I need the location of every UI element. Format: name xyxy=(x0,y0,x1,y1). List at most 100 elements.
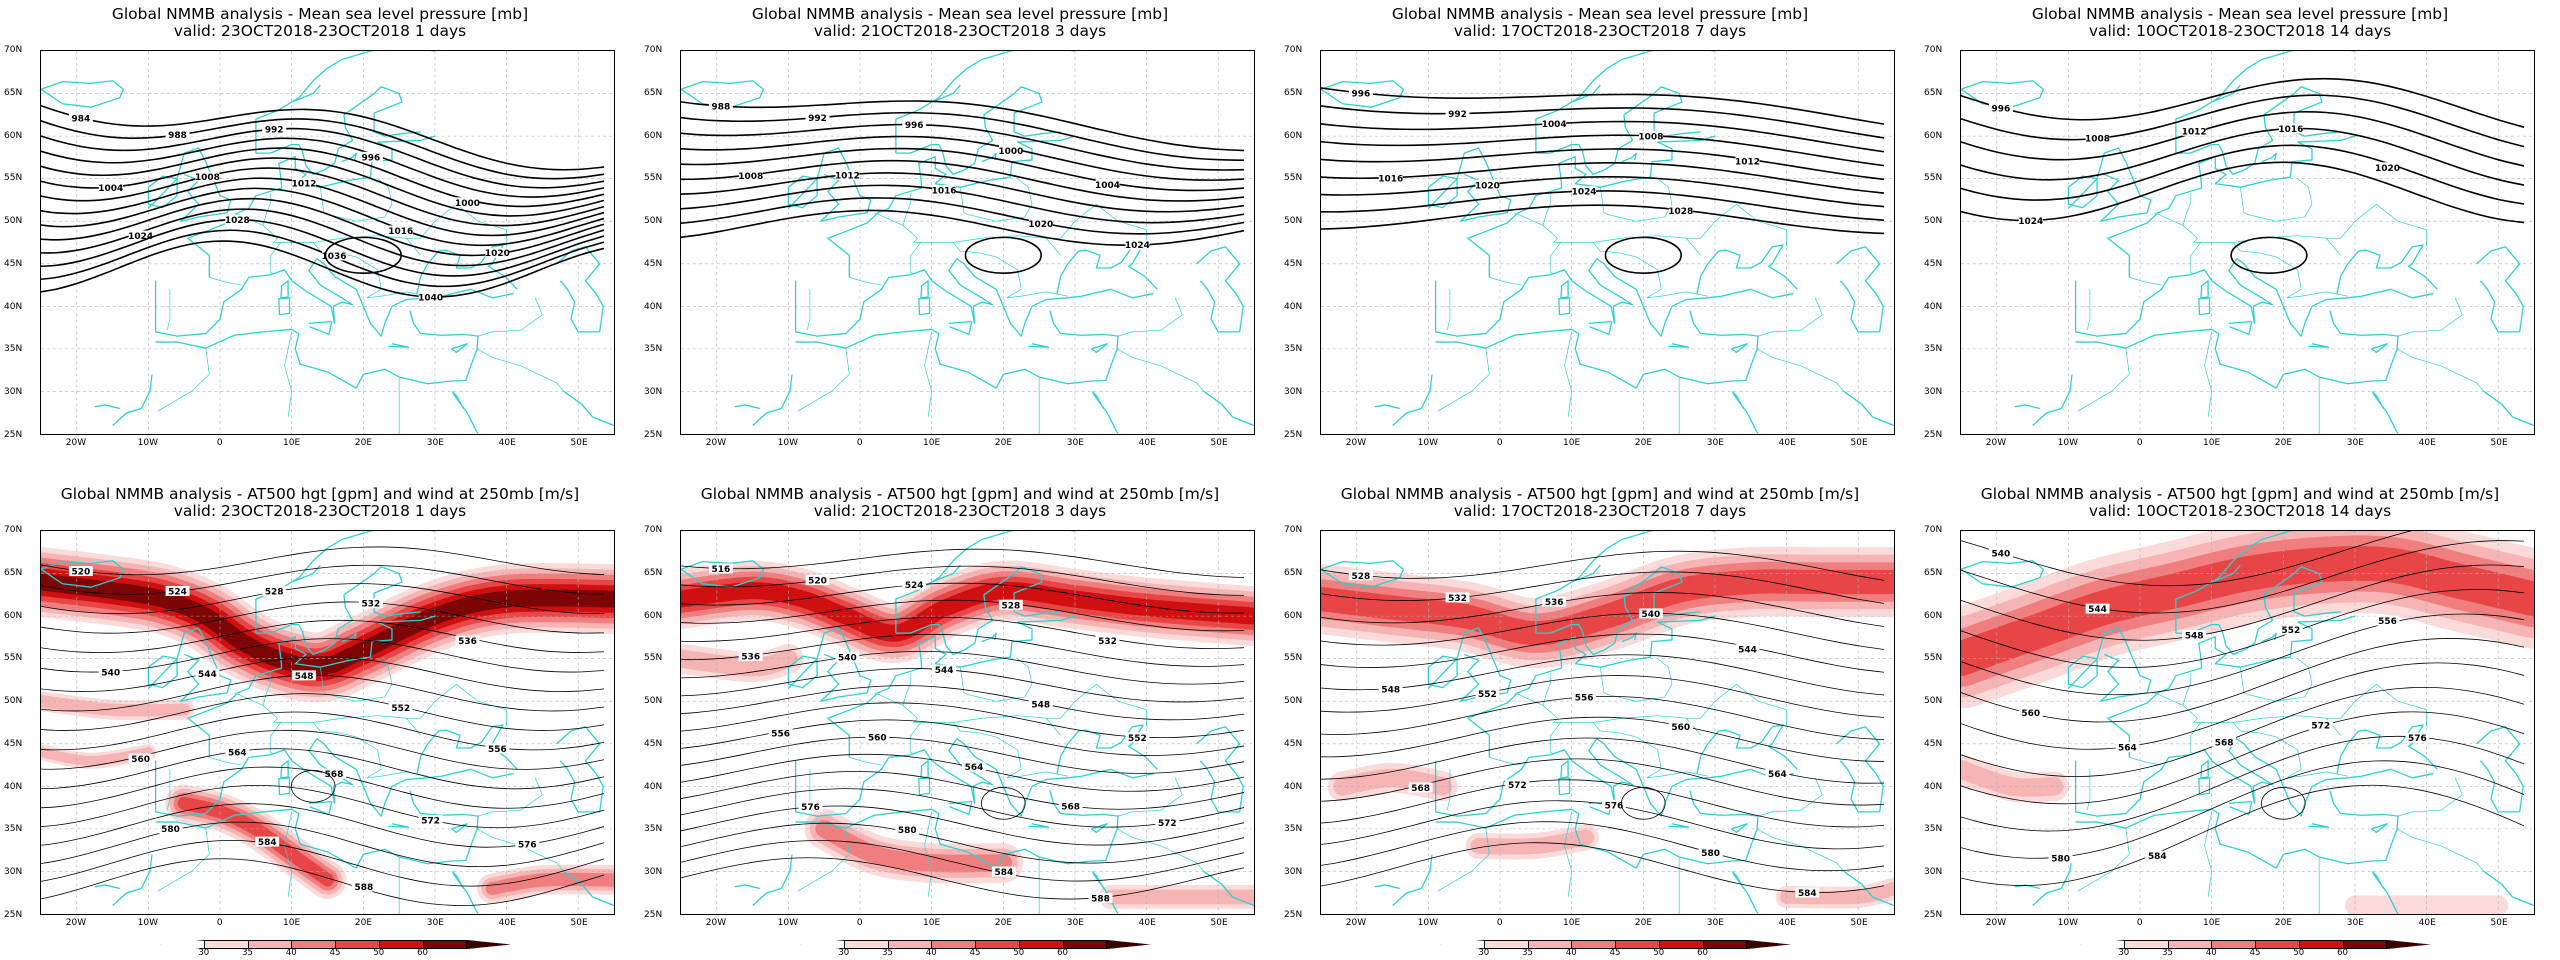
latitude-label: 70N xyxy=(644,525,663,535)
latitude-label: 70N xyxy=(644,45,663,55)
longitude-label: 10W xyxy=(137,918,158,928)
border xyxy=(1599,658,1673,702)
wind-colorbar: 30 35 40 45 50 60 xyxy=(160,940,511,958)
longitude-label: 0 xyxy=(2136,918,2143,928)
contour-label-bg xyxy=(962,761,986,772)
latitude-label: 30N xyxy=(1924,387,1943,398)
contour-label-bg xyxy=(2048,852,2073,863)
geopotential-wind-map: 540 544 548 552 556 560 564 568 572 576 580 584 xyxy=(1960,530,2535,915)
coastline xyxy=(1843,390,1894,427)
contour-line xyxy=(681,805,1245,846)
contour-line xyxy=(1321,592,1885,627)
border xyxy=(1514,212,1701,256)
contour-line xyxy=(681,159,1245,202)
colorbar-tick-label: 45 xyxy=(1609,948,1621,958)
coastline xyxy=(451,870,465,889)
latitude-label: 35N xyxy=(1924,344,1943,355)
contour-label: 1008 xyxy=(738,172,763,182)
longitude-label: 40E xyxy=(1778,918,1796,928)
contour-label: 588 xyxy=(1091,895,1110,905)
border xyxy=(924,331,933,418)
contour-label: 580 xyxy=(898,826,917,836)
contour-label-bg xyxy=(805,112,830,123)
contour-label: 1012 xyxy=(1735,157,1760,167)
coastline xyxy=(112,374,153,426)
latitude-label: 70N xyxy=(1284,525,1303,535)
contour-label: 1024 xyxy=(1572,188,1597,198)
contour-label-bg xyxy=(1348,570,1373,581)
colorbar-tick-label: 30 xyxy=(2118,948,2130,958)
border xyxy=(2232,722,2327,779)
border xyxy=(1046,203,1147,247)
contour-label: 520 xyxy=(72,568,91,578)
contour-line xyxy=(681,565,1245,596)
contour-label-bg xyxy=(1445,592,1470,603)
longitude-label: 0 xyxy=(856,438,863,448)
coastline-layer xyxy=(41,51,614,434)
border xyxy=(2239,658,2313,702)
longitude-label: 0 xyxy=(1496,438,1503,448)
contour-label: 540 xyxy=(101,668,120,678)
contour-label-bg xyxy=(738,170,763,181)
border xyxy=(284,811,293,898)
border xyxy=(1592,722,1687,779)
coastline xyxy=(1696,244,1798,294)
contour-label-bg xyxy=(195,171,220,182)
pressure-map: 984 988 992 996 1000 1004 1008 1012 1016 1020 1024… xyxy=(40,50,615,435)
colorbar-segment xyxy=(1746,940,1791,949)
coastline xyxy=(931,84,961,103)
contour-label: 992 xyxy=(1448,110,1467,120)
border xyxy=(2204,331,2213,418)
coastline xyxy=(155,790,479,869)
coastline xyxy=(2175,531,2355,634)
contour-label: 552 xyxy=(1478,690,1497,700)
contour-label-bg xyxy=(805,575,830,586)
contour-label-bg xyxy=(262,585,287,596)
border xyxy=(2189,242,2202,275)
colorbar-tick-label: 60 xyxy=(1057,948,1068,958)
contour-line xyxy=(1961,161,2525,224)
contour-line xyxy=(41,104,605,171)
colorbar-segment xyxy=(466,940,511,949)
contour-label-bg xyxy=(1572,692,1597,702)
latitude-label: 45N xyxy=(4,258,23,269)
longitude-label: 50E xyxy=(2490,918,2508,928)
coastline xyxy=(920,760,929,779)
contour-line xyxy=(681,599,1245,632)
border xyxy=(1446,769,1451,811)
latitude-label: 40N xyxy=(4,781,23,792)
latitude-label: 50N xyxy=(1284,696,1303,707)
contour-label: 1024 xyxy=(2018,217,2043,227)
contour-label-bg xyxy=(1408,782,1433,793)
colorbar-segment xyxy=(1062,940,1108,949)
contour-line xyxy=(681,822,1245,864)
contour-label: 528 xyxy=(1352,572,1371,582)
contour-label-bg xyxy=(98,182,123,193)
border xyxy=(2086,289,2091,331)
colorbar-tick-label: 30 xyxy=(198,948,210,958)
coastline xyxy=(416,244,518,294)
coastline xyxy=(981,632,997,643)
border xyxy=(1437,827,1490,892)
latitude-label: 40N xyxy=(1284,301,1303,312)
contour-label-bg xyxy=(1348,87,1373,98)
longitude-label: 50E xyxy=(1210,438,1228,448)
contour-label-bg xyxy=(1638,131,1663,142)
contour-label: 564 xyxy=(1768,770,1787,780)
coastline xyxy=(1961,560,2045,588)
contour-line xyxy=(41,766,605,809)
mslp-panel-7day: Global NMMB analysis - Mean sea level pr… xyxy=(1280,0,1920,480)
border xyxy=(1564,811,1573,898)
border xyxy=(902,673,911,706)
contour-label: 996 xyxy=(1352,89,1371,99)
latitude-label: 25N xyxy=(1924,910,1943,920)
latitude-label: 25N xyxy=(1284,910,1303,920)
border xyxy=(166,769,171,811)
longitude-label: 30E xyxy=(2346,438,2364,448)
coastline xyxy=(752,854,793,906)
contour-label-bg xyxy=(768,728,793,739)
contour-label: 552 xyxy=(2281,626,2300,636)
latitude-label: 30N xyxy=(1924,867,1943,878)
coastline xyxy=(2198,297,2211,316)
coastline xyxy=(2261,632,2277,643)
